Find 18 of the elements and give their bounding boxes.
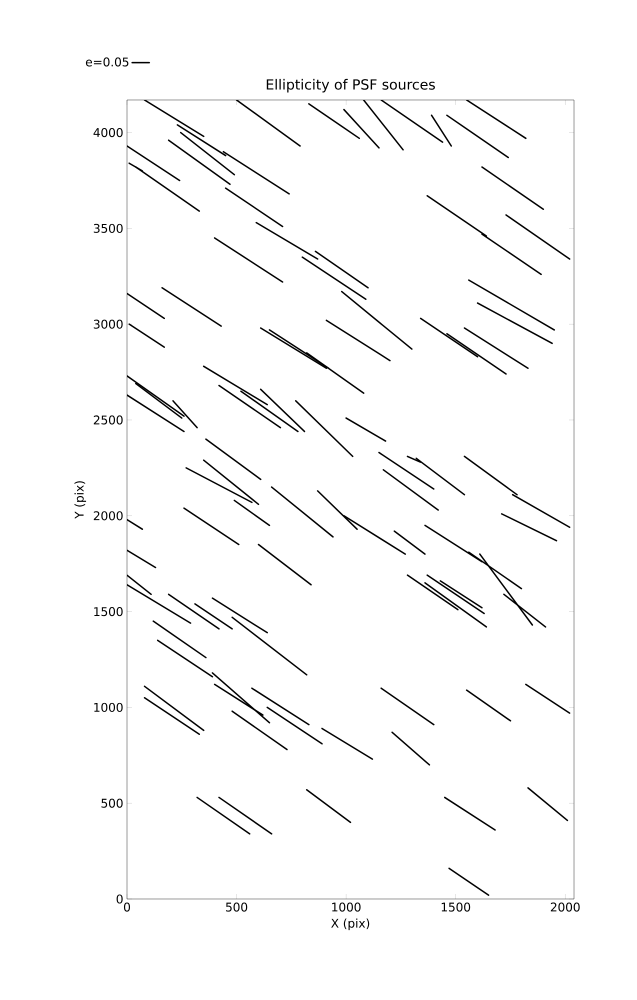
legend-label: e=0.05 [86,57,128,66]
y-tick-label: 2500 [94,415,123,425]
x-axis-title: X (pix) [331,918,370,930]
y-tick-label: 500 [101,798,123,808]
y-tick-label: 3000 [94,320,123,329]
y-tick-label: 1500 [94,607,123,616]
y-tick-label: 2000 [94,511,123,520]
x-tick-label: 1500 [442,902,470,912]
x-tick-label: 2000 [550,902,580,912]
y-tick-label: 1000 [94,702,123,712]
x-tick-label: 1000 [332,902,361,912]
chart-title: Ellipticity of PSF sources [266,78,435,92]
y-tick-label: 0 [116,894,123,904]
y-axis-title: Y (pix) [74,481,86,519]
x-tick-label: 500 [226,902,248,912]
y-tick-label: 3500 [94,224,123,233]
x-tick-label: 0 [124,902,130,912]
y-tick-label: 4000 [94,128,123,138]
